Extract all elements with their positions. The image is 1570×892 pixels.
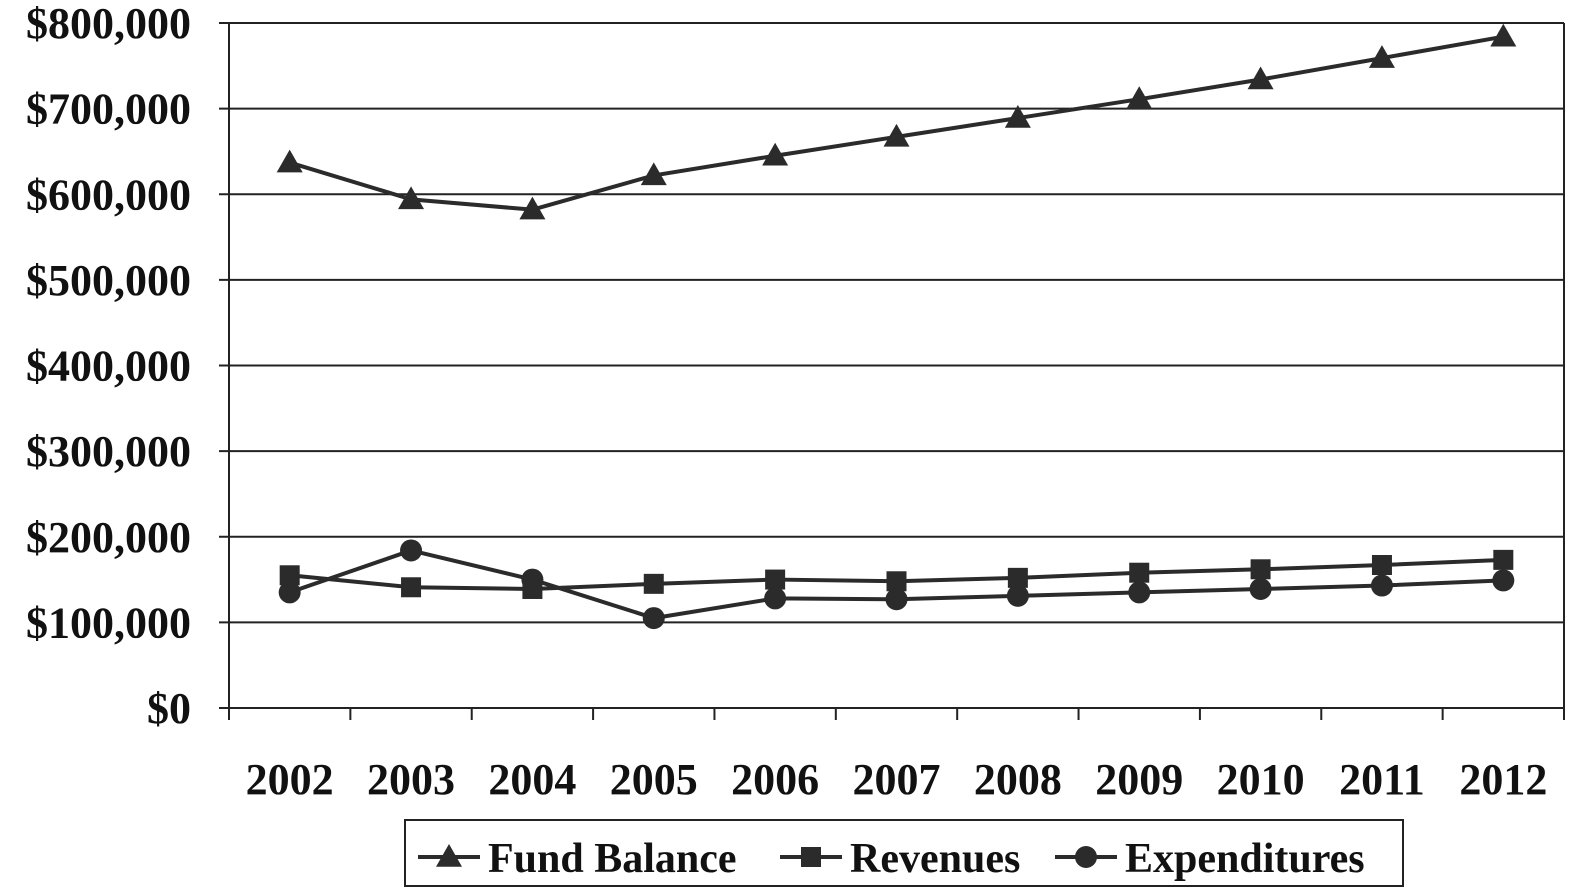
data-point-revenues [279,565,300,586]
data-point-expenditures [885,588,908,611]
x-tick-label: 2002 [246,755,334,804]
y-tick-label: $400,000 [26,342,191,391]
gridlines [219,22,1565,709]
data-point-revenues [1371,555,1392,576]
data-point-expenditures [1249,577,1272,600]
data-point-revenues [1250,559,1271,580]
y-tick-label: $0 [147,684,191,733]
data-point-revenues [1007,567,1028,588]
data-point-revenues [765,569,786,590]
data-point-expenditures [642,607,665,630]
data-point-fund-balance [1368,45,1395,68]
series-fund-balance [276,23,1517,220]
x-tick-label: 2004 [488,755,576,804]
legend-label-revenues: Revenues [850,836,1020,882]
x-tick-label: 2012 [1459,755,1547,804]
legend-box [404,819,1404,887]
data-point-fund-balance [1247,66,1274,90]
data-point-expenditures [400,539,423,562]
data-point-expenditures [1370,574,1393,597]
data-point-fund-balance [640,162,667,186]
data-point-fund-balance [1004,105,1031,128]
legend-marker-expenditures [1075,846,1097,868]
x-tick-label: 2006 [731,755,819,804]
x-tick-label: 2010 [1217,755,1305,804]
x-tick-label: 2007 [853,755,941,804]
data-point-expenditures [1006,584,1029,607]
data-point-fund-balance [883,123,910,147]
data-point-revenues [401,577,422,598]
x-tick-label: 2008 [974,755,1062,804]
data-point-fund-balance [398,186,425,210]
y-tick-label: $700,000 [26,85,191,134]
data-point-revenues [886,571,907,592]
y-tick-label: $800,000 [26,0,191,48]
y-tick-label: $200,000 [26,513,191,562]
axes: $0 $100,000 $200,000 $300,000 $400,000 $500,0… [26,0,1565,804]
data-point-expenditures [521,568,544,591]
data-point-expenditures [764,587,787,610]
data-point-fund-balance [762,142,789,166]
legend-marker-revenues [801,847,821,867]
y-tick-label: $100,000 [26,598,191,647]
data-point-fund-balance [1490,23,1517,47]
data-point-expenditures [1492,569,1515,592]
data-point-fund-balance [519,196,546,220]
series-expenditures [278,539,1515,630]
data-point-revenues [1493,549,1514,570]
data-point-revenues [1129,562,1150,583]
series-line-fund-balance [289,34,1504,212]
data-point-fund-balance [276,149,303,173]
series-layer [276,23,1517,630]
data-point-expenditures [278,581,301,604]
x-tick-label: 2005 [610,755,698,804]
x-tick-label: 2011 [1339,755,1425,804]
y-tick-label: $500,000 [26,256,191,305]
data-point-revenues [643,573,664,594]
y-tick-label: $300,000 [26,427,191,476]
data-point-fund-balance [1126,86,1153,109]
x-tick-label: 2009 [1095,755,1183,804]
series-revenues [279,549,1514,599]
legend-label-expenditures: Expenditures [1125,836,1365,882]
legend-label-fund-balance: Fund Balance [488,836,737,882]
x-tick-label: 2003 [367,755,455,804]
data-point-expenditures [1128,581,1151,604]
legend: Fund Balance Revenues Expenditures [404,819,1404,887]
y-tick-label: $600,000 [26,170,191,219]
legend-marker-fund-balance [436,844,462,867]
